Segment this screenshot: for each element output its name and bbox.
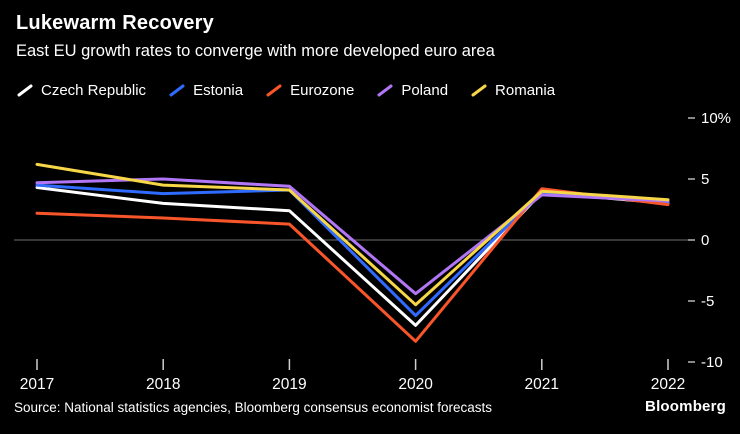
series-line-estonia	[35, 183, 670, 318]
x-axis-label: 2021	[525, 376, 559, 393]
bloomberg-logo: Bloomberg	[645, 398, 726, 415]
legend-label: Czech Republic	[41, 82, 147, 99]
y-axis-label: 10%	[701, 110, 731, 127]
legend-item-romania: Romania	[470, 82, 555, 99]
legend-item-poland: Poland	[376, 82, 448, 99]
series-line-poland	[35, 177, 670, 296]
x-axis-label: 2022	[651, 376, 685, 393]
series-line-eurozone	[35, 187, 670, 343]
legend-label: Romania	[495, 82, 556, 99]
chart-svg: 10% 5 0 -5 -10 2017 2018 2019 2020 2021 2022	[14, 110, 731, 393]
x-axis-label: 2018	[146, 376, 180, 393]
legend-swatch-icon	[169, 84, 185, 97]
legend-label: Poland	[401, 82, 449, 99]
y-axis-label: 5	[701, 171, 709, 188]
legend-swatch-icon	[471, 84, 487, 97]
x-axis-label: 2020	[398, 376, 433, 393]
legend-swatch-icon	[17, 84, 33, 97]
series-line-czech-republic	[35, 186, 670, 327]
x-axis-label: 2017	[20, 376, 54, 393]
x-axis-label: 2019	[272, 376, 306, 393]
legend: Czech Republic Estonia Eurozone Poland R…	[16, 82, 555, 99]
legend-item-eurozone: Eurozone	[265, 82, 354, 99]
legend-label: Eurozone	[290, 82, 355, 99]
legend-label: Estonia	[193, 82, 244, 99]
series-line-romania	[35, 162, 670, 307]
legend-item-estonia: Estonia	[168, 82, 243, 99]
line-chart: 10% 5 0 -5 -10 2017 2018 2019 2020 2021 2022	[0, 104, 740, 404]
chart-subtitle: East EU growth rates to converge with mo…	[16, 42, 495, 60]
legend-item-czech-republic: Czech Republic	[16, 82, 146, 99]
page-title: Lukewarm Recovery	[16, 12, 214, 34]
y-axis-label: -10	[701, 354, 723, 371]
y-axis-label: 0	[701, 232, 709, 249]
source-note: Source: National statistics agencies, Bl…	[14, 400, 492, 415]
legend-swatch-icon	[377, 84, 393, 97]
y-axis-label: -5	[701, 293, 714, 310]
legend-swatch-icon	[266, 84, 282, 97]
